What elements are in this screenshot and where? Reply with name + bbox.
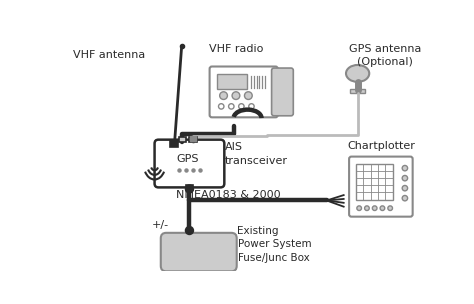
- FancyBboxPatch shape: [161, 233, 237, 271]
- Circle shape: [380, 206, 385, 210]
- Circle shape: [373, 206, 377, 210]
- Text: GPS: GPS: [177, 154, 199, 164]
- Circle shape: [402, 175, 408, 181]
- FancyBboxPatch shape: [272, 68, 293, 116]
- Circle shape: [186, 185, 193, 193]
- Circle shape: [232, 92, 240, 99]
- Bar: [190, 136, 196, 141]
- Circle shape: [219, 104, 224, 109]
- Circle shape: [239, 104, 244, 109]
- Circle shape: [228, 104, 234, 109]
- Text: NMEA0183 & 2000: NMEA0183 & 2000: [176, 190, 281, 200]
- Ellipse shape: [346, 65, 369, 82]
- Text: GPS antenna
(Optional): GPS antenna (Optional): [348, 44, 421, 67]
- Text: +/-: +/-: [152, 220, 169, 230]
- Bar: [186, 185, 192, 190]
- Bar: [218, 74, 247, 89]
- FancyBboxPatch shape: [210, 67, 278, 117]
- FancyBboxPatch shape: [155, 140, 224, 187]
- Circle shape: [402, 185, 408, 191]
- Bar: [350, 89, 365, 93]
- FancyBboxPatch shape: [349, 157, 413, 217]
- Text: AIS
transceiver: AIS transceiver: [225, 142, 288, 166]
- Bar: [190, 136, 197, 142]
- Circle shape: [219, 92, 228, 99]
- Circle shape: [357, 206, 362, 210]
- Bar: [356, 164, 392, 199]
- Circle shape: [402, 165, 408, 171]
- Circle shape: [245, 92, 252, 99]
- Text: VHF radio: VHF radio: [209, 44, 263, 54]
- Text: Existing
Power System
Fuse/Junc Box: Existing Power System Fuse/Junc Box: [237, 226, 311, 263]
- Circle shape: [249, 104, 254, 109]
- Text: VHF antenna: VHF antenna: [73, 50, 146, 60]
- Circle shape: [365, 206, 369, 210]
- Bar: [170, 140, 178, 147]
- Circle shape: [388, 206, 392, 210]
- Bar: [179, 136, 186, 142]
- Text: Chartplotter: Chartplotter: [347, 141, 415, 151]
- Circle shape: [186, 227, 193, 234]
- Circle shape: [402, 195, 408, 201]
